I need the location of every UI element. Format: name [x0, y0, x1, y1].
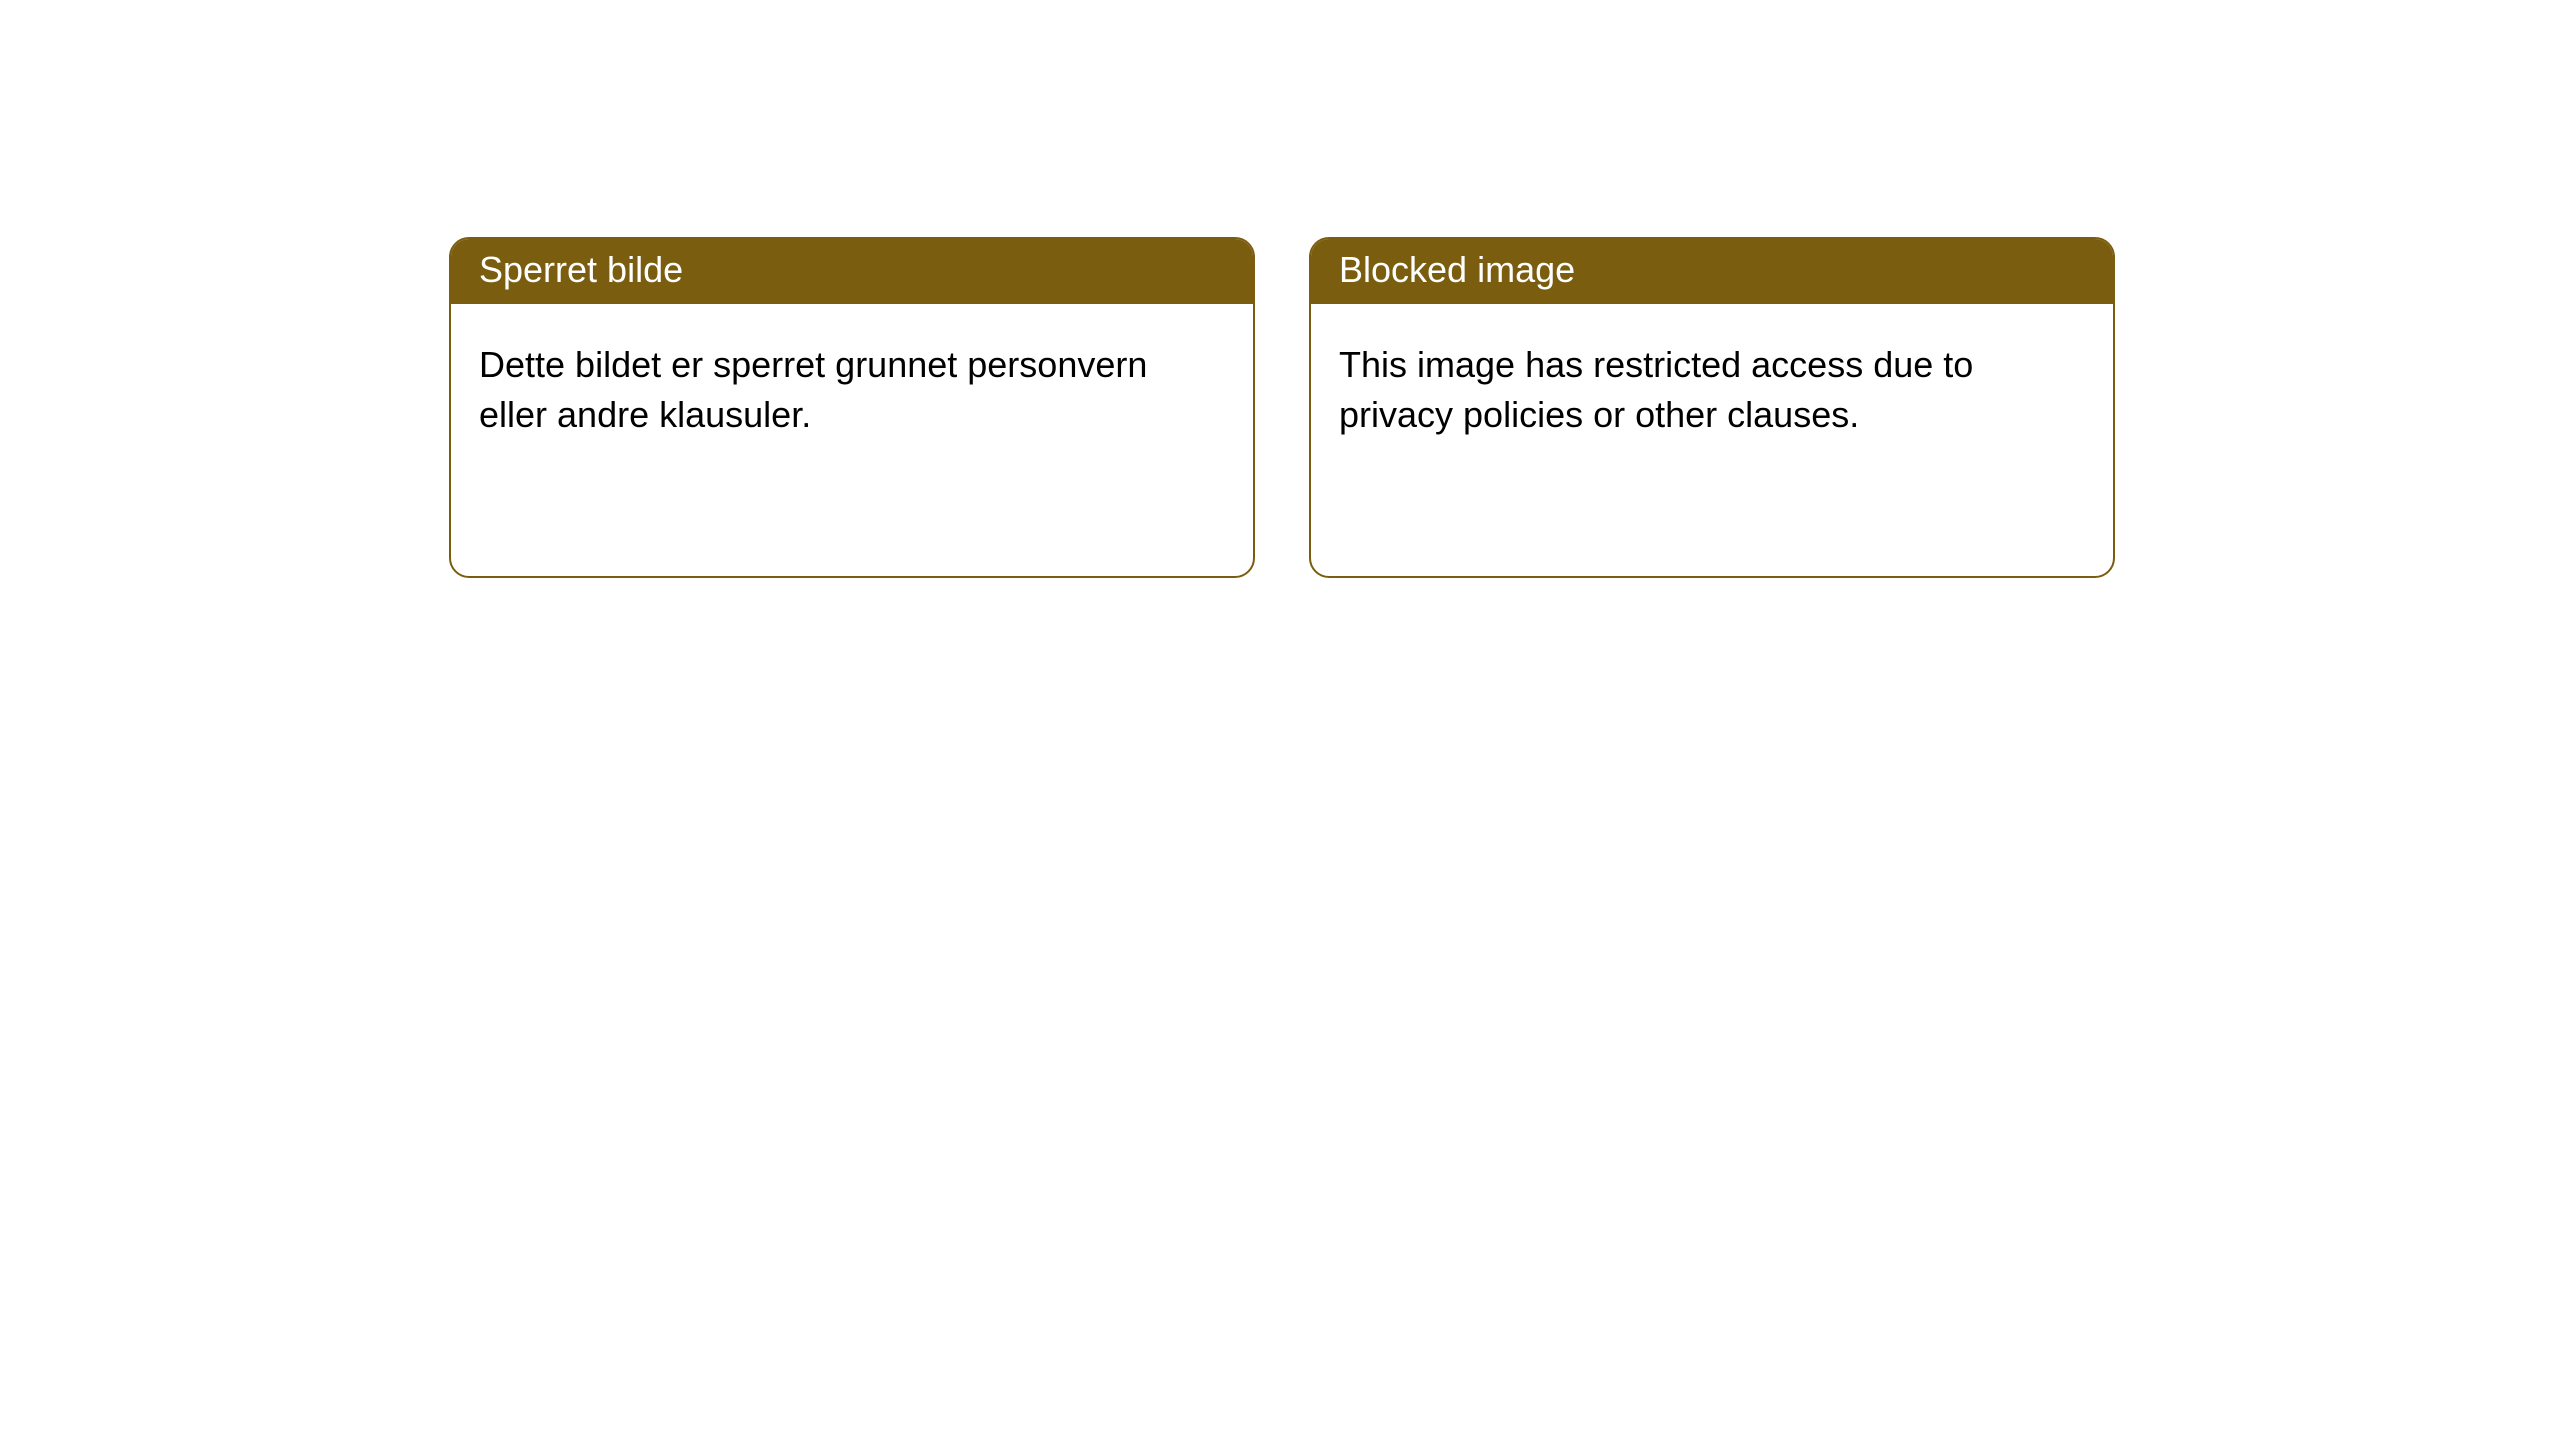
card-title: Sperret bilde — [451, 239, 1253, 304]
cards-container: Sperret bilde Dette bildet er sperret gr… — [0, 0, 2560, 578]
card-body: Dette bildet er sperret grunnet personve… — [451, 304, 1253, 576]
blocked-image-card-en: Blocked image This image has restricted … — [1309, 237, 2115, 578]
blocked-image-card-no: Sperret bilde Dette bildet er sperret gr… — [449, 237, 1255, 578]
card-title: Blocked image — [1311, 239, 2113, 304]
card-body-text: Dette bildet er sperret grunnet personve… — [479, 340, 1225, 441]
card-body-text: This image has restricted access due to … — [1339, 340, 2085, 441]
card-body: This image has restricted access due to … — [1311, 304, 2113, 576]
